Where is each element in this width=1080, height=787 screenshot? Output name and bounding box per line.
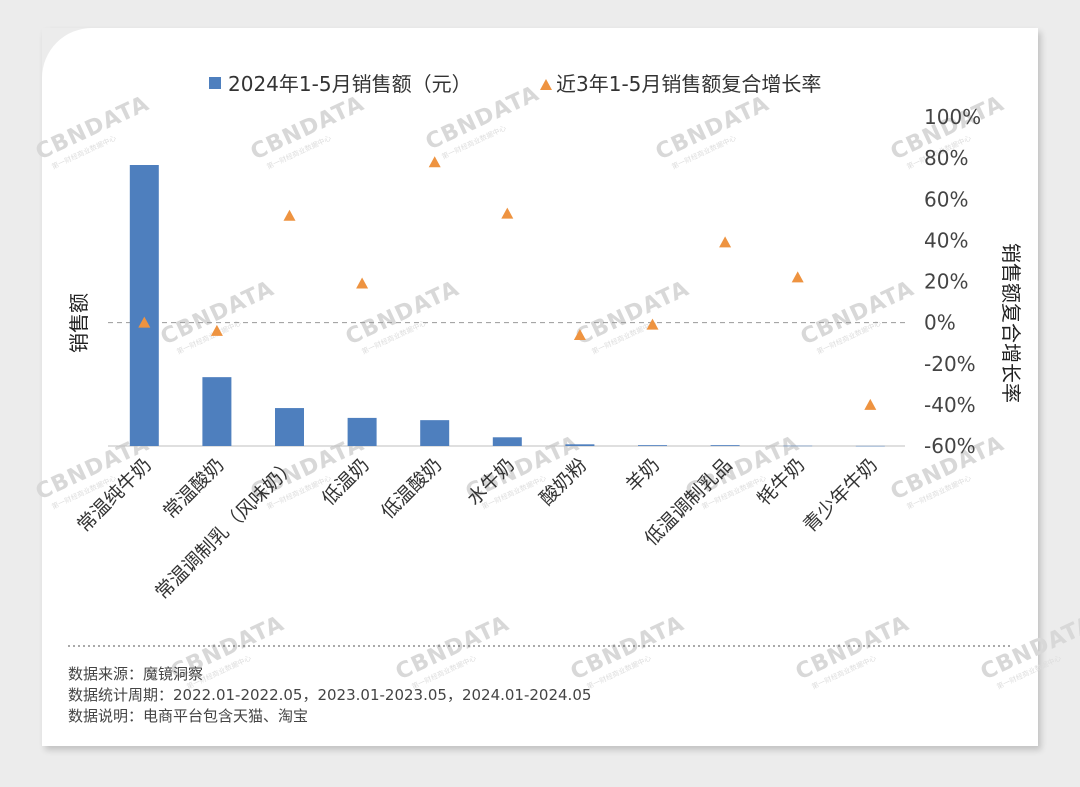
bar — [855, 445, 885, 447]
y-tick-label: -60% — [924, 434, 976, 458]
y-tick-label: 20% — [924, 270, 968, 294]
bar — [420, 420, 450, 446]
left-axis-title: 销售额 — [67, 293, 91, 353]
bar — [638, 445, 667, 446]
footer-note: 数据说明：电商平台包含天猫、淘宝 — [68, 707, 309, 725]
category-label: 常温调制乳（风味奶） — [151, 454, 301, 604]
y-tick-label: 0% — [924, 311, 956, 335]
category-label: 羊奶 — [622, 454, 664, 496]
bar — [347, 417, 377, 446]
y-tick-label: 80% — [924, 146, 968, 170]
card-corner-top-left — [42, 28, 92, 78]
growth-marker — [646, 318, 659, 330]
watermark: CBNDATA — [792, 611, 913, 685]
right-axis-title: 销售额复合增长率 — [999, 243, 1023, 403]
watermark: CBNDATA — [157, 276, 278, 350]
watermark: CBNDATA — [652, 91, 773, 165]
growth-marker-series — [138, 156, 877, 410]
footer-period: 数据统计周期：2022.01-2022.05，2023.01-2023.05，2… — [68, 686, 592, 704]
bar — [783, 445, 813, 447]
footer-source: 数据来源：魔镜洞察 — [68, 665, 204, 683]
category-label: 青少年牛奶 — [799, 454, 882, 537]
watermark: CBNDATA — [797, 276, 918, 350]
legend-bar-label: 2024年1-5月销售额（元） — [228, 72, 472, 96]
growth-marker — [791, 271, 804, 283]
y-tick-label: -20% — [924, 352, 976, 376]
y-tick-label: 40% — [924, 228, 968, 252]
legend-bar-swatch — [209, 77, 221, 89]
watermark: CBNDATA — [32, 91, 153, 165]
growth-marker — [428, 156, 441, 168]
growth-marker — [501, 207, 514, 219]
y-tick-label: 100% — [924, 105, 981, 129]
bar — [275, 408, 304, 446]
watermark: CBNDATA — [572, 276, 693, 350]
watermark: CBNDATA — [247, 91, 368, 165]
right-axis-ticks: 100% 80% 60% 40% 20% 0% -20% -40% -60% — [924, 105, 981, 458]
bar — [565, 444, 595, 446]
bar-series — [129, 165, 885, 447]
bar — [710, 445, 740, 446]
bar — [492, 437, 522, 446]
category-label: 常温酸奶 — [159, 454, 228, 523]
growth-marker — [138, 316, 151, 328]
category-label: 低温酸奶 — [377, 454, 446, 523]
growth-marker — [719, 236, 732, 248]
y-tick-label: -40% — [924, 393, 976, 417]
bar — [202, 377, 232, 446]
footer-notes: 数据来源：魔镜洞察 数据统计周期：2022.01-2022.05，2023.01… — [68, 664, 591, 727]
y-tick-label: 60% — [924, 187, 968, 211]
growth-marker — [356, 277, 369, 289]
growth-marker — [283, 209, 296, 221]
bar — [129, 165, 159, 446]
legend-marker-label: 近3年1-5月销售额复合增长率 — [556, 72, 821, 96]
growth-marker — [210, 324, 223, 336]
growth-marker — [864, 398, 877, 410]
growth-marker — [573, 328, 586, 340]
legend-marker-swatch — [540, 79, 552, 90]
